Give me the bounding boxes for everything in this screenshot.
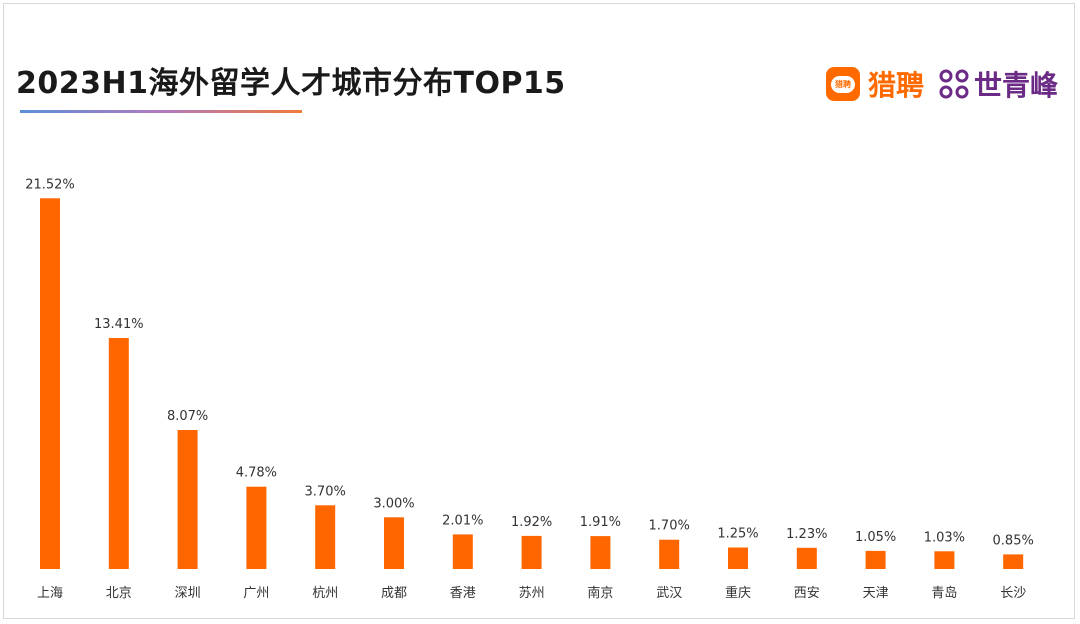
value-label-6: 2.01% <box>442 513 483 528</box>
category-label-12: 天津 <box>863 586 889 601</box>
category-label-14: 长沙 <box>1000 586 1026 601</box>
value-label-12: 1.05% <box>855 530 896 545</box>
bar-13 <box>934 551 955 569</box>
value-label-8: 1.91% <box>580 515 621 530</box>
bar-0 <box>40 198 60 570</box>
category-label-13: 青岛 <box>931 585 957 601</box>
brand-logos: 猎聘 猎聘 世青峰 <box>825 66 1058 102</box>
category-label-7: 苏州 <box>519 585 545 601</box>
bar-2 <box>177 430 198 569</box>
category-label-1: 北京 <box>106 586 132 601</box>
value-label-5: 3.00% <box>373 496 414 511</box>
category-label-3: 广州 <box>243 586 269 601</box>
value-label-4: 3.70% <box>305 484 346 499</box>
value-label-0: 21.52% <box>25 177 75 192</box>
liepin-brand-name: 猎聘 <box>867 69 924 102</box>
bar-11 <box>796 547 817 569</box>
liepin-logo-icon: 猎聘 <box>825 67 860 101</box>
value-label-11: 1.23% <box>786 527 827 542</box>
category-label-5: 成都 <box>381 586 407 601</box>
value-label-3: 4.78% <box>236 466 277 481</box>
value-label-1: 13.41% <box>94 317 144 332</box>
shiqingfeng-brand-name: 世青峰 <box>973 69 1058 102</box>
bar-12 <box>865 550 886 569</box>
category-label-4: 杭州 <box>312 586 338 601</box>
value-label-14: 0.85% <box>993 533 1034 548</box>
shiqingfeng-logo-icon <box>939 69 969 99</box>
category-label-11: 西安 <box>794 586 820 601</box>
value-label-7: 1.92% <box>511 515 552 530</box>
value-label-13: 1.03% <box>924 530 965 545</box>
category-label-10: 重庆 <box>725 585 751 601</box>
bar-6 <box>452 534 473 569</box>
bar-9 <box>659 539 680 569</box>
liepin-logo-bubble: 猎聘 <box>830 75 855 93</box>
category-label-0: 上海 <box>37 586 63 601</box>
category-label-9: 武汉 <box>656 586 682 601</box>
category-label-6: 香港 <box>450 586 476 601</box>
value-label-10: 1.25% <box>717 527 758 542</box>
bar-14 <box>1003 554 1024 569</box>
value-label-2: 8.07% <box>167 409 208 424</box>
bar-4 <box>315 505 336 569</box>
value-label-9: 1.70% <box>649 519 690 534</box>
title-underline <box>20 110 302 113</box>
bar-5 <box>384 517 404 569</box>
bar-10 <box>728 547 748 569</box>
chart-title: 2023H1海外留学人才城市分布TOP15 <box>16 66 566 101</box>
category-label-2: 深圳 <box>175 586 201 601</box>
category-label-8: 南京 <box>587 585 613 601</box>
bar-8 <box>590 536 611 569</box>
bar-1 <box>108 338 129 569</box>
bar-3 <box>246 486 267 569</box>
bar-7 <box>521 535 542 569</box>
